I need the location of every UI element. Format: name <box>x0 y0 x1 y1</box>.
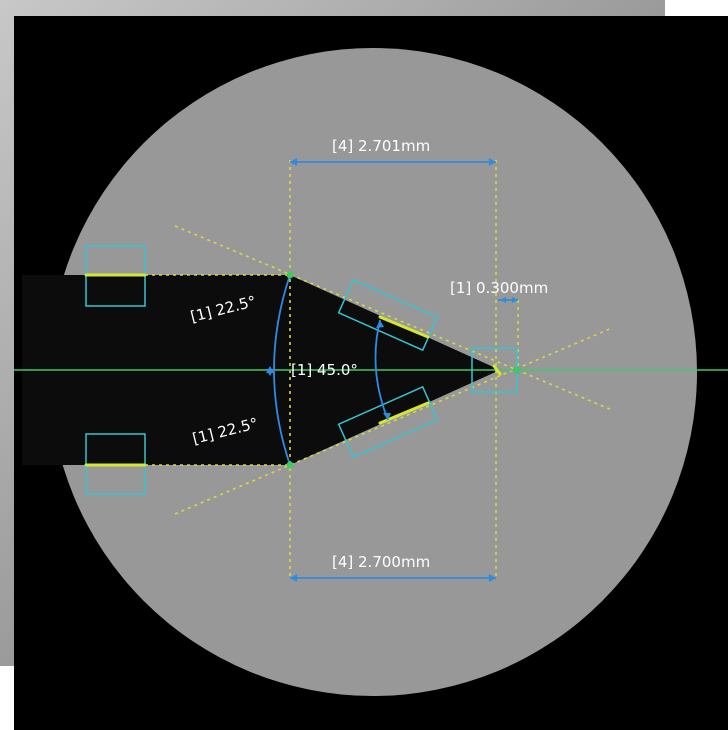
arrow-arc-lower <box>266 369 274 376</box>
measurements <box>273 161 518 579</box>
arrow-bottom-right <box>489 574 496 582</box>
arrow-tip-right <box>512 297 518 303</box>
label-tip-dimension: [1] 0.300mm <box>450 279 548 297</box>
vertex-markers <box>286 271 521 469</box>
edge-upper-flank <box>378 315 430 339</box>
label-center-angle: [1] 45.0° <box>291 361 358 379</box>
arrow-bottom-left <box>290 574 297 582</box>
guide-lower-flank <box>174 327 613 515</box>
vertex-lower[interactable] <box>286 461 294 469</box>
arrow-center-lower <box>383 413 391 420</box>
vertex-tip[interactable] <box>513 366 521 374</box>
arrow-top-left <box>290 158 297 166</box>
arrow-center-upper <box>376 320 384 328</box>
angle-arc-left[interactable] <box>273 274 291 466</box>
vertex-upper[interactable] <box>286 271 294 279</box>
guide-upper-flank <box>174 225 613 411</box>
detect-box-lower-flank[interactable] <box>337 385 439 459</box>
detect-box-upper-flank[interactable] <box>337 278 439 352</box>
edge-tip <box>492 364 502 376</box>
label-top-dimension: [4] 2.701mm <box>332 137 430 155</box>
label-bottom-dimension: [4] 2.700mm <box>332 553 430 571</box>
arrow-top-right <box>489 158 496 166</box>
arrow-tip-left <box>500 297 506 303</box>
angle-arc-center[interactable] <box>374 319 389 421</box>
measurement-arrows <box>266 158 518 582</box>
